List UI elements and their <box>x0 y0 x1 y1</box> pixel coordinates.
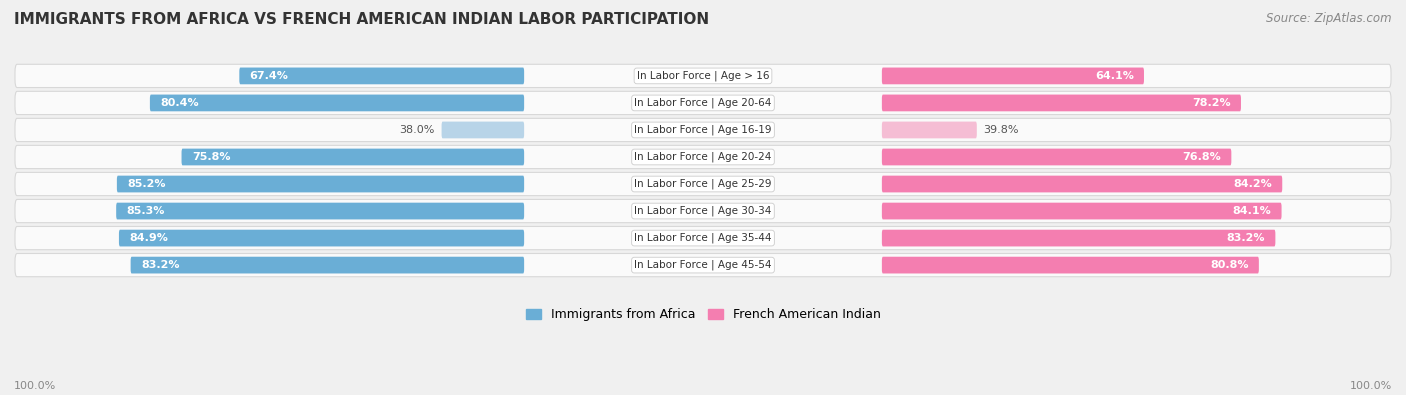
Text: In Labor Force | Age 20-24: In Labor Force | Age 20-24 <box>634 152 772 162</box>
Text: 84.1%: 84.1% <box>1233 206 1271 216</box>
FancyBboxPatch shape <box>239 68 524 84</box>
FancyBboxPatch shape <box>15 199 1391 223</box>
Text: IMMIGRANTS FROM AFRICA VS FRENCH AMERICAN INDIAN LABOR PARTICIPATION: IMMIGRANTS FROM AFRICA VS FRENCH AMERICA… <box>14 12 709 27</box>
Text: In Labor Force | Age 25-29: In Labor Force | Age 25-29 <box>634 179 772 189</box>
FancyBboxPatch shape <box>120 230 524 246</box>
Text: 78.2%: 78.2% <box>1192 98 1230 108</box>
FancyBboxPatch shape <box>117 203 524 220</box>
FancyBboxPatch shape <box>15 254 1391 277</box>
Text: 100.0%: 100.0% <box>1350 381 1392 391</box>
FancyBboxPatch shape <box>15 91 1391 115</box>
Text: 39.8%: 39.8% <box>984 125 1019 135</box>
Text: 67.4%: 67.4% <box>250 71 288 81</box>
Text: In Labor Force | Age 30-34: In Labor Force | Age 30-34 <box>634 206 772 216</box>
Text: In Labor Force | Age 45-54: In Labor Force | Age 45-54 <box>634 260 772 270</box>
FancyBboxPatch shape <box>15 118 1391 141</box>
FancyBboxPatch shape <box>15 226 1391 250</box>
FancyBboxPatch shape <box>882 68 1144 84</box>
Text: 80.8%: 80.8% <box>1211 260 1249 270</box>
Legend: Immigrants from Africa, French American Indian: Immigrants from Africa, French American … <box>520 303 886 326</box>
Text: In Labor Force | Age 20-64: In Labor Force | Age 20-64 <box>634 98 772 108</box>
FancyBboxPatch shape <box>441 122 524 138</box>
Text: In Labor Force | Age 35-44: In Labor Force | Age 35-44 <box>634 233 772 243</box>
Text: 85.2%: 85.2% <box>127 179 166 189</box>
FancyBboxPatch shape <box>882 94 1241 111</box>
Text: 75.8%: 75.8% <box>191 152 231 162</box>
FancyBboxPatch shape <box>15 172 1391 196</box>
Text: 84.9%: 84.9% <box>129 233 169 243</box>
Text: Source: ZipAtlas.com: Source: ZipAtlas.com <box>1267 12 1392 25</box>
Text: 83.2%: 83.2% <box>1226 233 1265 243</box>
Text: 80.4%: 80.4% <box>160 98 198 108</box>
FancyBboxPatch shape <box>15 64 1391 88</box>
Text: 76.8%: 76.8% <box>1182 152 1220 162</box>
FancyBboxPatch shape <box>131 257 524 273</box>
Text: In Labor Force | Age > 16: In Labor Force | Age > 16 <box>637 71 769 81</box>
Text: 83.2%: 83.2% <box>141 260 180 270</box>
FancyBboxPatch shape <box>882 203 1281 220</box>
FancyBboxPatch shape <box>882 257 1258 273</box>
Text: 64.1%: 64.1% <box>1095 71 1133 81</box>
FancyBboxPatch shape <box>882 176 1282 192</box>
FancyBboxPatch shape <box>15 145 1391 169</box>
FancyBboxPatch shape <box>882 149 1232 166</box>
Text: 85.3%: 85.3% <box>127 206 165 216</box>
FancyBboxPatch shape <box>882 122 977 138</box>
Text: In Labor Force | Age 16-19: In Labor Force | Age 16-19 <box>634 125 772 135</box>
FancyBboxPatch shape <box>117 176 524 192</box>
FancyBboxPatch shape <box>181 149 524 166</box>
Text: 84.2%: 84.2% <box>1233 179 1272 189</box>
FancyBboxPatch shape <box>150 94 524 111</box>
FancyBboxPatch shape <box>882 230 1275 246</box>
Text: 100.0%: 100.0% <box>14 381 56 391</box>
Text: 38.0%: 38.0% <box>399 125 434 135</box>
